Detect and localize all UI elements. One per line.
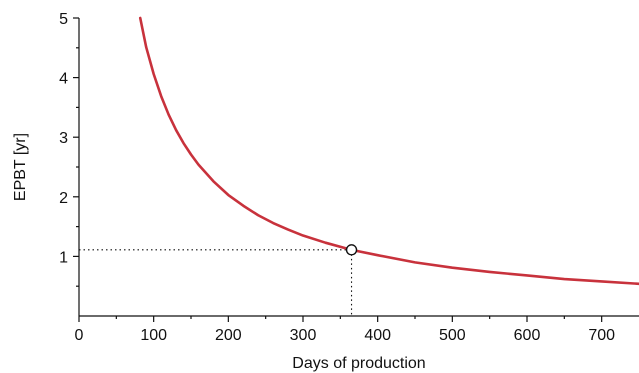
y-axis-title: EPBT [yr] (12, 133, 29, 201)
plot-area: 1 2 3 4 5 0 100 200 300 400 500 600 700 (59, 11, 639, 344)
x-tick-label: 400 (364, 327, 391, 344)
y-tick-label: 4 (59, 71, 68, 88)
y-tick-label: 5 (59, 11, 68, 28)
x-tick-label: 0 (75, 327, 84, 344)
y-tick-label: 2 (59, 190, 68, 207)
epbt-curve (138, 16, 639, 286)
x-axis-title: Days of production (292, 355, 425, 372)
y-axis-ticks: 1 2 3 4 5 (59, 11, 79, 287)
x-tick-label: 700 (588, 327, 615, 344)
x-axis-ticks: 0 100 200 300 400 500 600 700 (75, 316, 615, 344)
x-tick-label: 100 (140, 327, 167, 344)
y-tick-label: 3 (59, 130, 68, 147)
y-tick-label: 1 (59, 249, 68, 266)
x-tick-label: 200 (215, 327, 242, 344)
x-tick-label: 500 (439, 327, 466, 344)
x-tick-label: 300 (290, 327, 317, 344)
x-tick-label: 600 (514, 327, 541, 344)
reference-lines (79, 249, 353, 316)
highlight-point (345, 244, 358, 256)
